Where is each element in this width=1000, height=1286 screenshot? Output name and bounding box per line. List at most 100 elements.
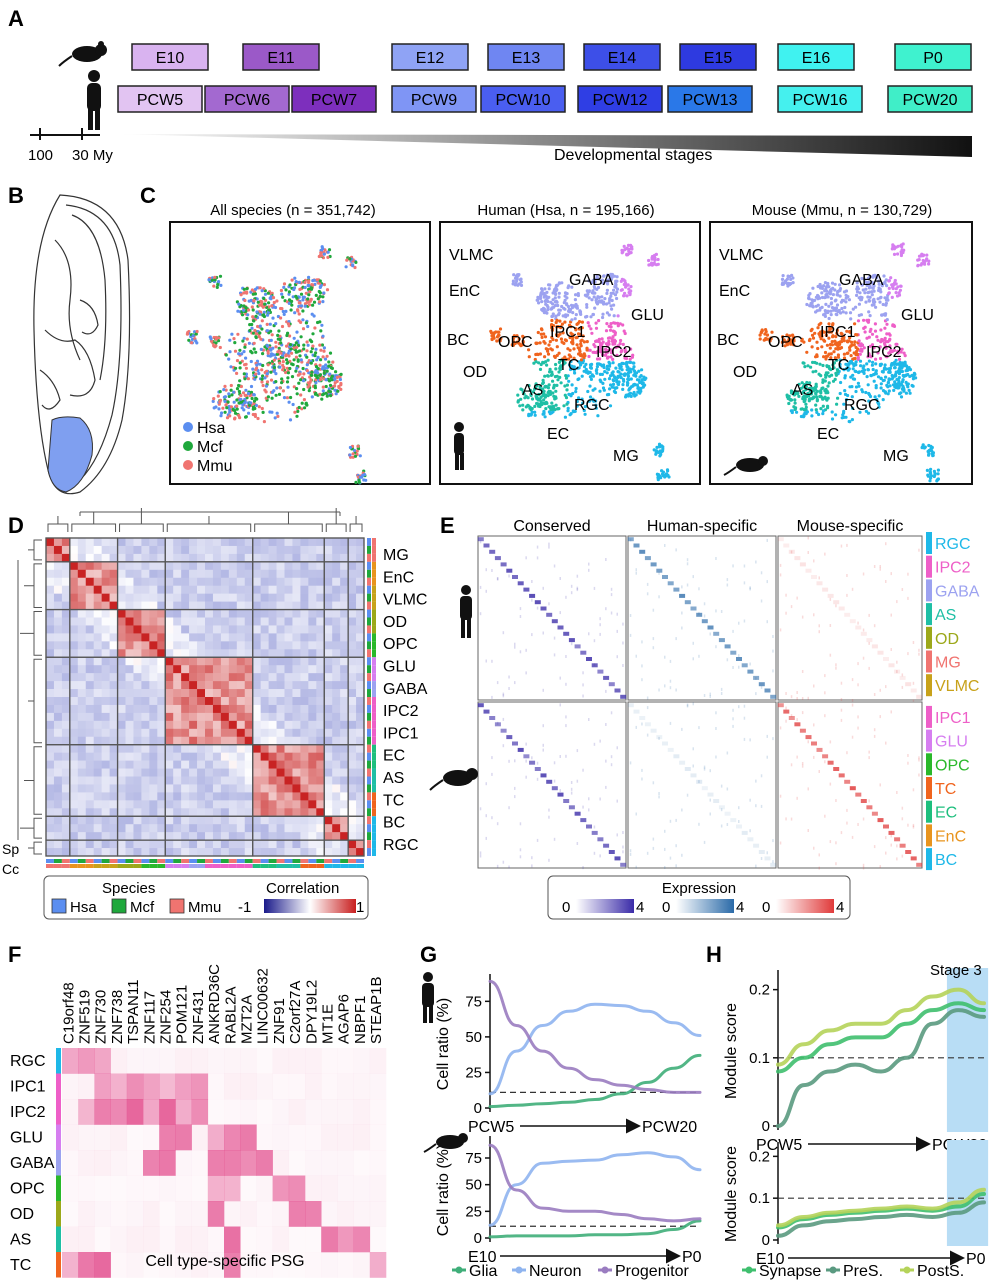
umap-point bbox=[636, 384, 639, 387]
corr-cell bbox=[348, 578, 356, 586]
umap-point bbox=[858, 339, 861, 342]
species-strip-cell bbox=[367, 649, 371, 657]
corr-cell bbox=[86, 792, 94, 800]
umap-point bbox=[306, 297, 309, 300]
umap-point bbox=[822, 405, 825, 408]
umap-point bbox=[782, 274, 785, 277]
corr-cell bbox=[229, 554, 237, 562]
corr-cell bbox=[118, 713, 126, 721]
species-strip-cell bbox=[197, 859, 205, 863]
corr-cell bbox=[165, 641, 173, 649]
umap-point bbox=[306, 369, 309, 372]
umap-point bbox=[644, 377, 647, 380]
corr-cell bbox=[261, 562, 269, 570]
corr-cell bbox=[277, 554, 285, 562]
celltype-strip-cell bbox=[245, 864, 253, 868]
corr-cell bbox=[110, 769, 118, 777]
corr-cell bbox=[78, 586, 86, 594]
umap-point bbox=[186, 333, 189, 336]
umap-point bbox=[521, 408, 524, 411]
stage-box-pcw13: PCW13 bbox=[668, 86, 752, 112]
corr-cell bbox=[189, 848, 197, 856]
corr-cell bbox=[94, 721, 102, 729]
umap-point bbox=[618, 367, 621, 370]
corr-cell bbox=[356, 784, 364, 792]
celltype-strip-cell bbox=[372, 657, 376, 665]
species-strip-cell bbox=[367, 697, 371, 705]
umap-point bbox=[839, 295, 842, 298]
cluster-label-glu: GLU bbox=[901, 307, 934, 324]
species-strip-cell bbox=[367, 641, 371, 649]
corr-cell bbox=[126, 618, 134, 626]
corr-cell bbox=[324, 618, 332, 626]
umap-point bbox=[554, 397, 557, 400]
umap-point bbox=[596, 414, 599, 417]
corr-cell bbox=[165, 681, 173, 689]
corr-cell bbox=[62, 689, 70, 697]
umap-point bbox=[786, 278, 789, 281]
corr-cell bbox=[205, 570, 213, 578]
stage-box-pcw16: PCW16 bbox=[778, 86, 862, 112]
corr-cell bbox=[126, 800, 134, 808]
corr-cell bbox=[157, 665, 165, 673]
umap-point bbox=[227, 400, 230, 403]
corr-cell bbox=[316, 824, 324, 832]
corr-cell bbox=[300, 721, 308, 729]
corr-cell bbox=[205, 610, 213, 618]
celltype-strip-cell bbox=[356, 864, 364, 868]
corr-cell bbox=[261, 578, 269, 586]
umap-point bbox=[882, 389, 885, 392]
umap-point bbox=[605, 322, 608, 325]
species-strip-cell bbox=[367, 777, 371, 785]
corr-cell bbox=[245, 761, 253, 769]
corr-cell bbox=[197, 625, 205, 633]
umap-point bbox=[824, 303, 827, 306]
corr-cell bbox=[173, 538, 181, 546]
umap-point bbox=[243, 377, 246, 380]
corr-cell bbox=[205, 681, 213, 689]
corr-cell bbox=[245, 848, 253, 856]
species-strip-cell bbox=[367, 721, 371, 729]
umap-point bbox=[213, 276, 216, 279]
corr-cell bbox=[292, 618, 300, 626]
umap-point bbox=[224, 395, 227, 398]
corr-cell bbox=[308, 808, 316, 816]
corr-cell bbox=[126, 737, 134, 745]
umap-point bbox=[245, 317, 248, 320]
corr-cell bbox=[78, 808, 86, 816]
corr-cell bbox=[86, 824, 94, 832]
corr-cell bbox=[94, 594, 102, 602]
corr-cell bbox=[46, 777, 54, 785]
umap-point bbox=[252, 408, 255, 411]
umap-point bbox=[560, 381, 563, 384]
umap-point bbox=[236, 387, 239, 390]
stage-box-e12: E12 bbox=[392, 44, 468, 70]
umap-point bbox=[212, 400, 215, 403]
celltype-strip-cell bbox=[372, 824, 376, 832]
umap-point bbox=[813, 361, 816, 364]
umap-point bbox=[899, 391, 902, 394]
corr-cell bbox=[54, 618, 62, 626]
corr-cell bbox=[94, 824, 102, 832]
corr-cell bbox=[54, 554, 62, 562]
celltype-strip-cell bbox=[261, 864, 269, 868]
corr-cell bbox=[141, 602, 149, 610]
corr-cell bbox=[245, 792, 253, 800]
umap-point bbox=[234, 350, 237, 353]
umap-point bbox=[663, 475, 666, 478]
umap-point bbox=[293, 277, 296, 280]
umap-point bbox=[257, 301, 260, 304]
umap-point bbox=[321, 295, 324, 298]
corr-cell bbox=[62, 586, 70, 594]
stage-box-e10: E10 bbox=[132, 44, 208, 70]
corr-cell bbox=[237, 633, 245, 641]
umap-point bbox=[587, 371, 590, 374]
corr-cell bbox=[245, 618, 253, 626]
corr-cell bbox=[118, 761, 126, 769]
corr-cell bbox=[133, 840, 141, 848]
corr-cell bbox=[102, 816, 110, 824]
umap-point bbox=[897, 245, 900, 248]
umap-point bbox=[321, 335, 324, 338]
umap-point bbox=[893, 281, 896, 284]
corr-cell bbox=[86, 578, 94, 586]
